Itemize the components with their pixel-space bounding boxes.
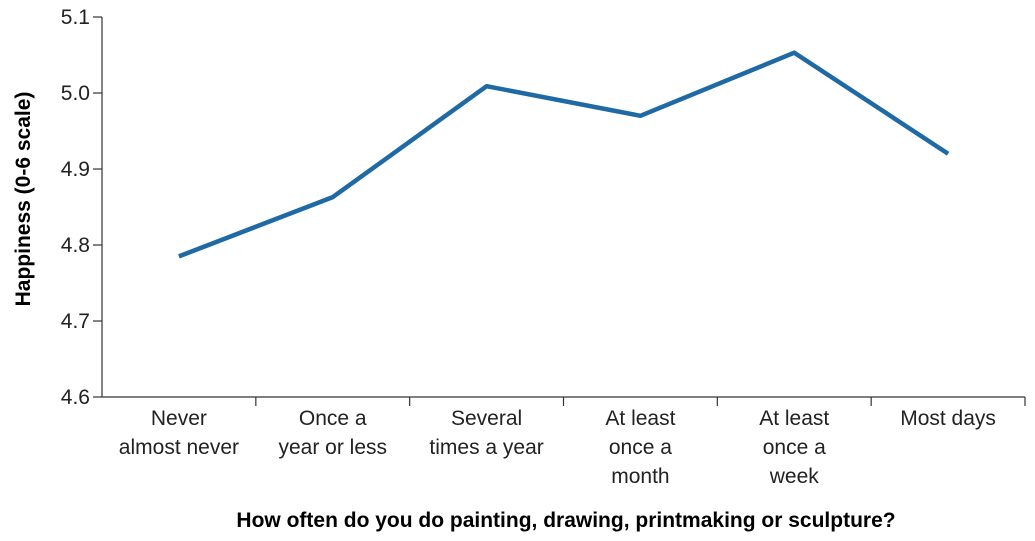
y-tick-label: 5.1 <box>61 6 90 29</box>
y-axis-title: Happiness (0-6 scale) <box>12 92 35 307</box>
x-axis-title: How often do you do painting, drawing, p… <box>236 509 895 532</box>
x-tick-label: Several times a year <box>429 407 543 459</box>
series-line <box>178 50 950 259</box>
y-tick-label: 4.7 <box>61 310 90 333</box>
x-axis: Never almost never Once a year or less Sever… <box>102 396 1026 488</box>
x-tick-label: Most days <box>900 407 996 430</box>
y-tick-label: 5.0 <box>61 82 90 105</box>
y-tick-label: 4.6 <box>61 386 90 409</box>
plot-area <box>178 50 950 259</box>
x-tick-label: Never almost never <box>119 407 239 459</box>
y-axis: 4.6 4.7 4.8 4.9 5.0 5.1 <box>61 6 103 409</box>
x-tick-label: At least once a week <box>759 407 829 488</box>
x-tick-label: Once a year or less <box>278 407 387 459</box>
y-tick-label: 4.8 <box>61 234 90 257</box>
y-tick-label: 4.9 <box>61 158 90 181</box>
x-tick-label: At least once a month <box>605 407 675 488</box>
